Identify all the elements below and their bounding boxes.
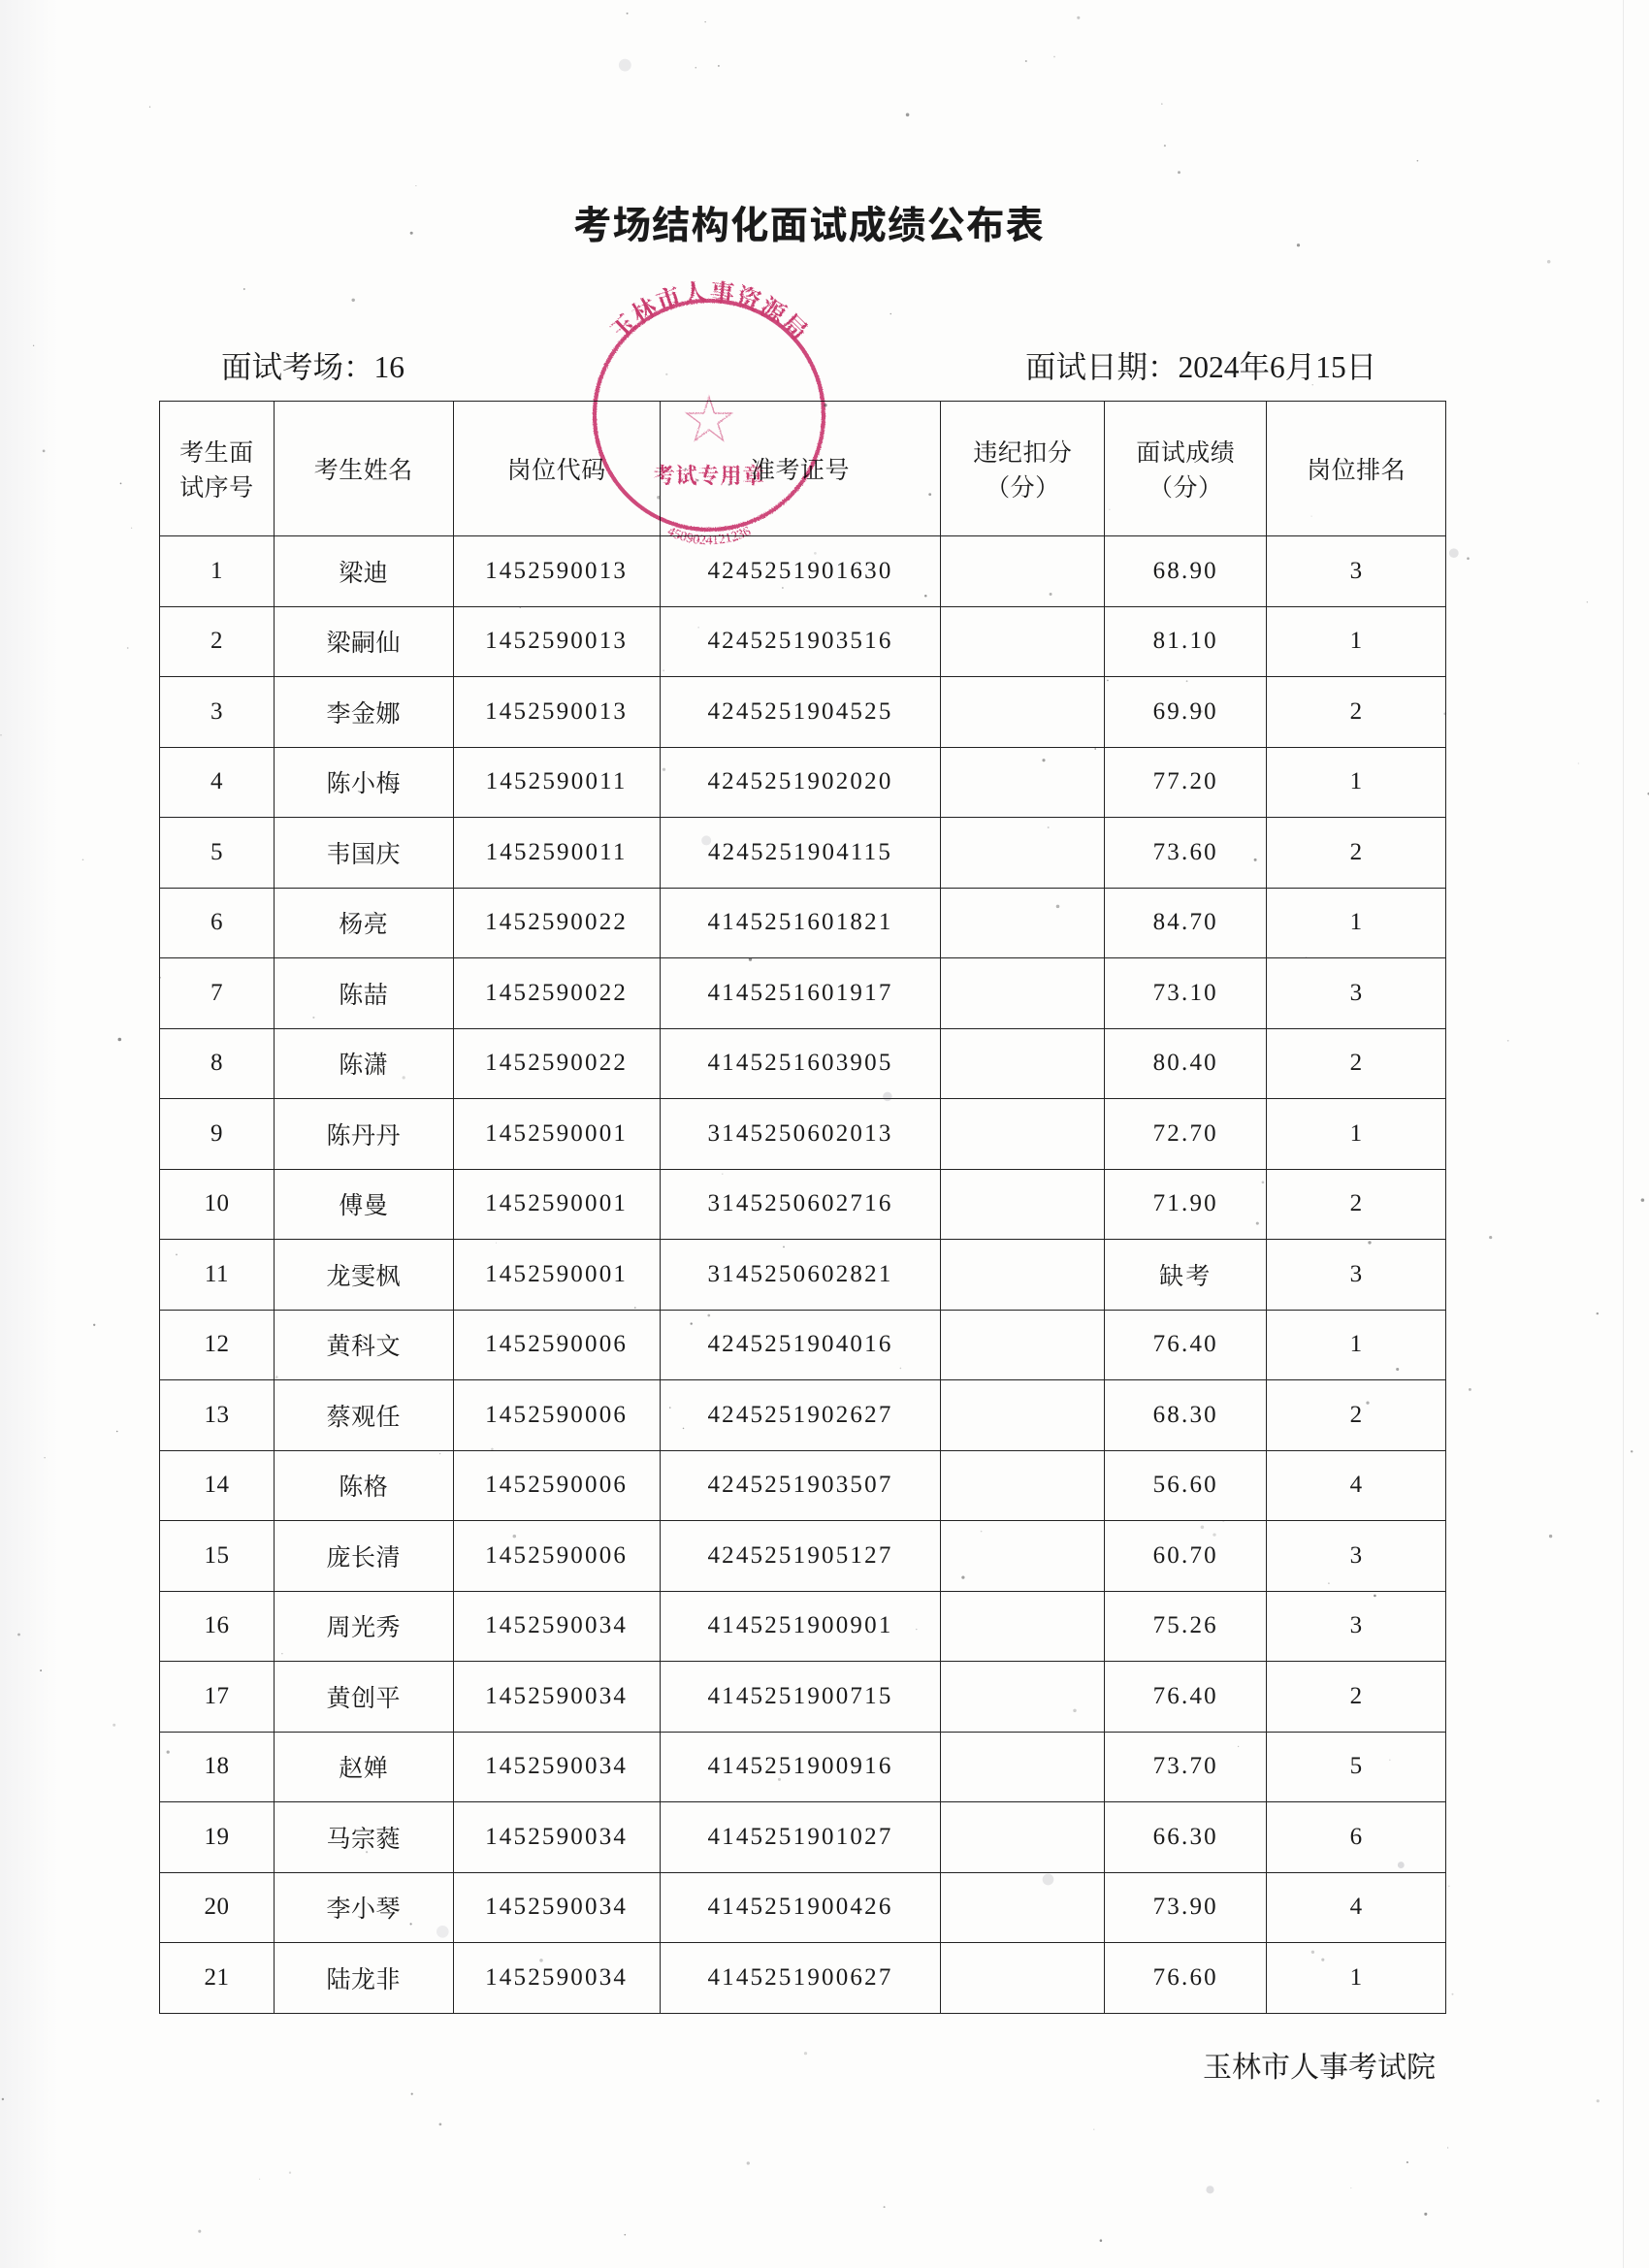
svg-text:考试专用章: 考试专用章 [653, 460, 764, 490]
svg-text:玉林市人事资源局: 玉林市人事资源局 [601, 273, 817, 347]
